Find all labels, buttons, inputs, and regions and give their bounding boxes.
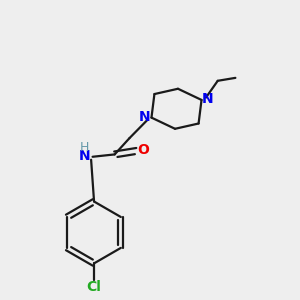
Text: N: N [139,110,151,124]
Text: N: N [79,149,90,163]
Text: O: O [137,143,149,157]
Text: Cl: Cl [87,280,101,294]
Text: H: H [80,141,89,154]
Text: N: N [202,92,214,106]
